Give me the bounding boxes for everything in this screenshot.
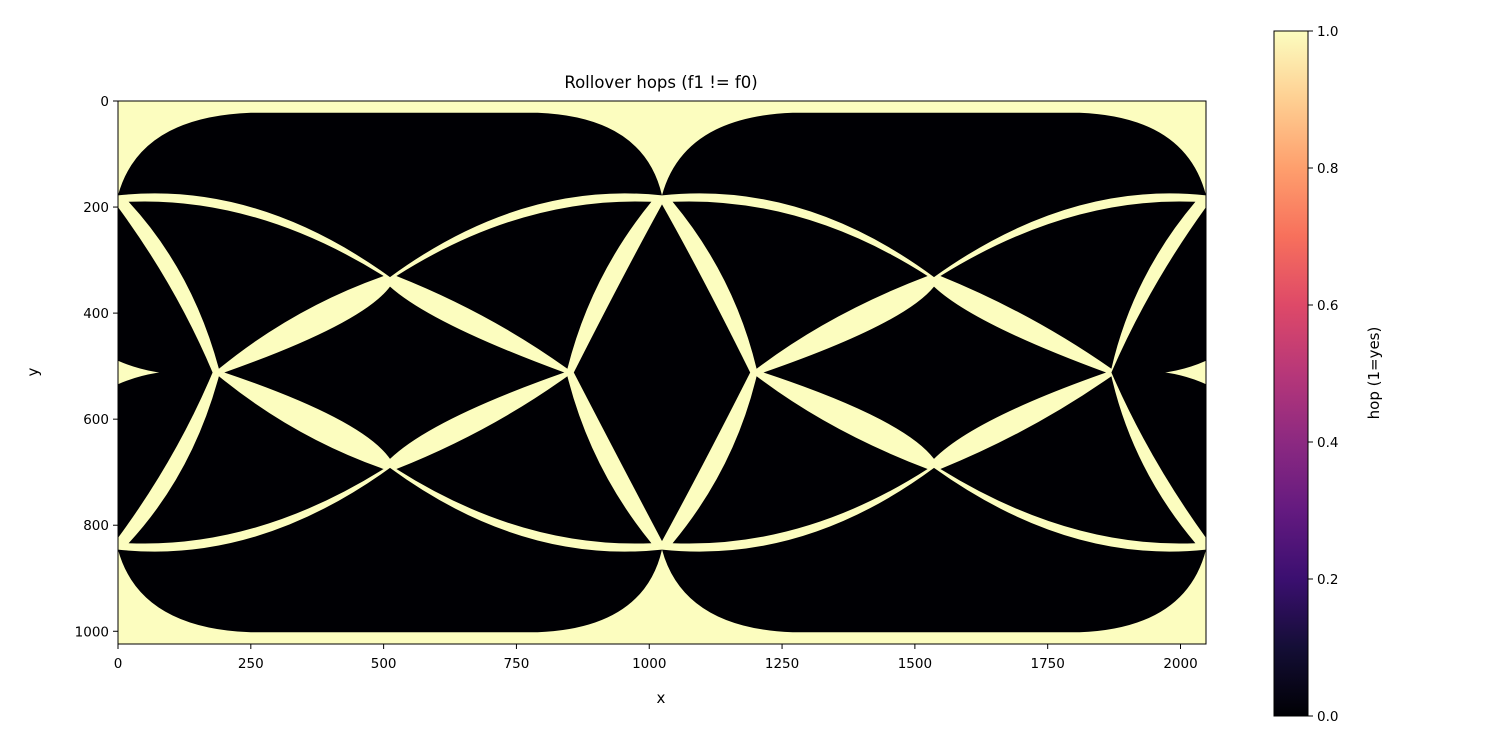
y-tick-label: 1000 [75,624,109,640]
x-tick-label: 1500 [898,656,932,672]
chart-title: Rollover hops (f1 != f0) [564,73,757,92]
heatmap-plot-area [117,100,1207,645]
x-tick-label: 0 [114,656,123,672]
colorbar-tick-label: 0.4 [1317,435,1338,451]
colorbar-label: hop (1=yes) [1365,327,1383,420]
heatmap-region-bottom-right [662,467,1206,633]
heatmap-region-upper-2 [128,201,384,369]
heatmap-region-top-right [662,112,1206,278]
y-axis-label: y [24,367,42,376]
heatmap-region-upper-4 [672,201,928,369]
heatmap-region-lower-2 [128,376,384,544]
heatmap-region-mid-2 [763,286,1107,459]
colorbar-tick-label: 0.2 [1317,572,1338,588]
y-tick-label: 800 [83,518,109,534]
heatmap-region-bottom-left [118,467,662,633]
heatmap-region-lower-1 [118,370,213,538]
y-tick-label: 200 [83,200,109,216]
colorbar-gradient [1273,30,1309,717]
heatmap-cells [118,112,1206,633]
y-tick-label: 0 [100,94,109,110]
x-axis-label: x [657,689,666,707]
x-tick-label: 250 [238,656,264,672]
colorbar-ticks: 0.0 0.2 0.4 0.6 0.8 1.0 [1308,24,1338,725]
colorbar-tick-label: 1.0 [1317,24,1338,40]
heatmap-region-upper-1 [118,207,213,375]
heatmap-region-mid-3 [573,204,751,542]
colorbar-tick-label: 0.6 [1317,298,1338,314]
heatmap-region-lower-5 [940,376,1196,544]
heatmap-region-lower-3 [396,376,652,544]
y-axis: 0 200 400 600 800 1000 [75,94,118,640]
colorbar-tick-label: 0.0 [1317,709,1338,725]
heatmap-region-mid-1 [224,286,565,459]
x-tick-label: 1750 [1031,656,1065,672]
x-tick-label: 1250 [765,656,799,672]
heatmap-region-lower-6 [1111,370,1206,538]
x-tick-label: 500 [371,656,397,672]
colorbar-tick-label: 0.8 [1317,161,1338,177]
heatmap-region-top-left [118,112,662,278]
heatmap-region-upper-6 [1111,207,1206,375]
x-tick-label: 1000 [632,656,666,672]
x-axis: 0 250 500 750 1000 1250 1500 1750 2000 [114,644,1198,672]
colorbar: 0.0 0.2 0.4 0.6 0.8 1.0 hop (1=yes) [1273,24,1383,725]
y-tick-label: 600 [83,412,109,428]
plot-frame [117,100,1207,645]
x-tick-label: 750 [504,656,530,672]
heatmap-region-lower-4 [672,376,928,544]
heatmap-region-upper-3 [396,201,652,369]
x-tick-label: 2000 [1163,656,1197,672]
heatmap-region-upper-5 [940,201,1196,369]
y-tick-label: 400 [83,306,109,322]
